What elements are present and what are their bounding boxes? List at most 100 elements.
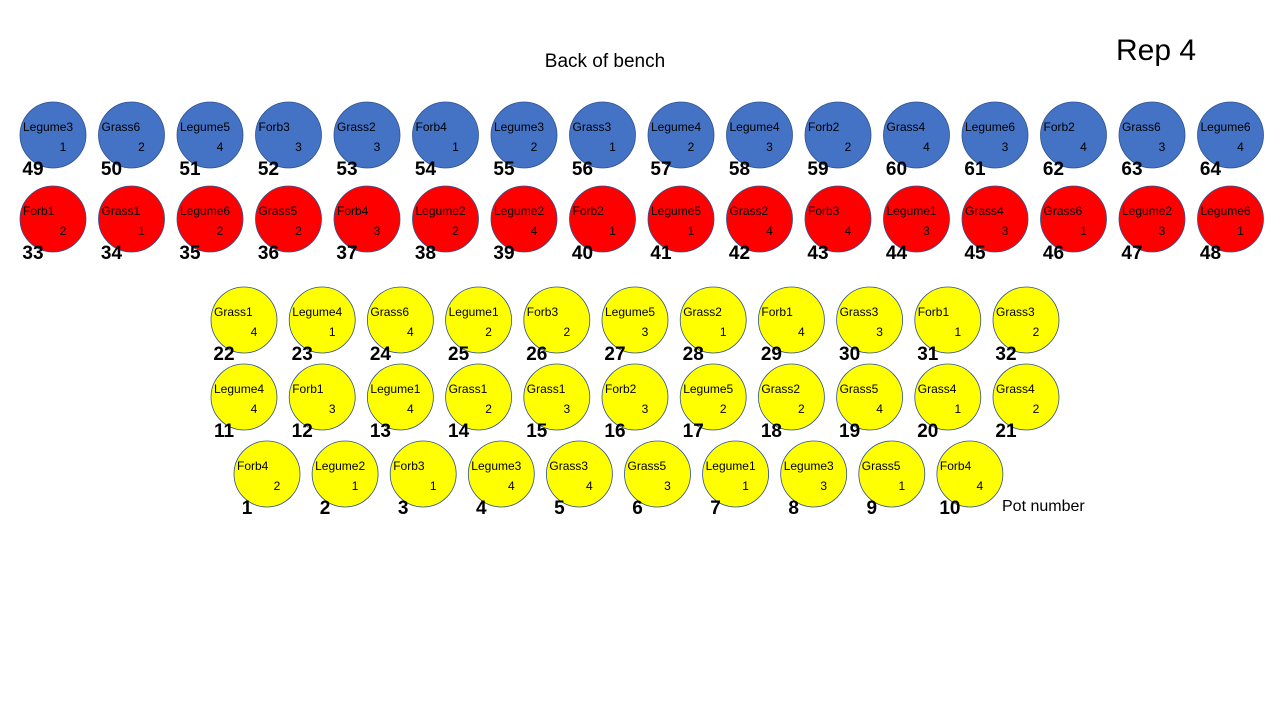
species-label: Grass1 bbox=[527, 382, 566, 396]
pot bbox=[836, 286, 903, 354]
species-label: Grass2 bbox=[761, 382, 800, 396]
rep-number: 4 bbox=[766, 224, 773, 238]
species-label: Legume3 bbox=[494, 120, 544, 134]
pot-number: 7 bbox=[710, 498, 721, 519]
pot bbox=[858, 440, 926, 508]
pot-number: 42 bbox=[729, 243, 750, 264]
species-label: Grass5 bbox=[259, 204, 298, 218]
pot-number: 59 bbox=[807, 159, 828, 180]
pot bbox=[19, 185, 87, 253]
rep-number: 1 bbox=[430, 479, 437, 493]
pot bbox=[546, 440, 613, 508]
rep-number: 1 bbox=[1080, 224, 1087, 238]
rep-number: 4 bbox=[508, 479, 515, 493]
species-label: Grass2 bbox=[337, 120, 376, 134]
pot bbox=[523, 363, 591, 431]
species-label: Legume1 bbox=[706, 459, 756, 473]
pot-number: 31 bbox=[917, 344, 939, 365]
rep-number: 3 bbox=[295, 140, 302, 154]
pot-number: 34 bbox=[101, 243, 123, 264]
pot-number: 46 bbox=[1043, 243, 1064, 264]
species-label: Legume3 bbox=[471, 459, 521, 473]
rep-number: 1 bbox=[609, 224, 616, 238]
species-label: Legume6 bbox=[1201, 120, 1251, 134]
species-label: Forb1 bbox=[761, 305, 793, 319]
rep-number: 2 bbox=[798, 402, 805, 416]
pot-number: 4 bbox=[476, 498, 487, 519]
species-label: Grass1 bbox=[214, 305, 253, 319]
pot bbox=[936, 440, 1004, 508]
rep-number: 1 bbox=[329, 325, 336, 339]
rep-number: 3 bbox=[1002, 224, 1009, 238]
pot bbox=[601, 286, 669, 354]
species-label: Forb1 bbox=[23, 204, 55, 218]
pot-number: 13 bbox=[370, 421, 391, 442]
pot bbox=[726, 185, 793, 253]
species-label: Forb4 bbox=[940, 459, 972, 473]
species-label: Grass5 bbox=[628, 459, 667, 473]
pot-number: 29 bbox=[761, 344, 782, 365]
rep-number: 3 bbox=[374, 224, 381, 238]
pot-number: 16 bbox=[604, 421, 625, 442]
pot-number: 2 bbox=[320, 498, 331, 519]
species-label: Legume6 bbox=[180, 204, 230, 218]
pot-number: 57 bbox=[650, 159, 671, 180]
pot bbox=[288, 363, 356, 431]
rep-number: 3 bbox=[563, 402, 570, 416]
rep-number: 3 bbox=[1002, 140, 1009, 154]
pot-number: 27 bbox=[604, 344, 625, 365]
rep-number: 2 bbox=[274, 479, 281, 493]
pot-number: 52 bbox=[258, 159, 279, 180]
pot bbox=[624, 440, 691, 508]
pot bbox=[647, 185, 715, 253]
species-label: Grass4 bbox=[887, 120, 926, 134]
pot-number: 22 bbox=[213, 344, 234, 365]
rep-number: 4 bbox=[923, 140, 930, 154]
rep-number: 2 bbox=[688, 140, 695, 154]
rep-number: 4 bbox=[798, 325, 805, 339]
pot-number: 30 bbox=[839, 344, 860, 365]
rep-number: 4 bbox=[876, 402, 883, 416]
pot bbox=[311, 440, 379, 508]
pot bbox=[412, 185, 479, 253]
pot-number: 54 bbox=[415, 159, 437, 180]
pot bbox=[883, 185, 950, 253]
rep-number: 2 bbox=[845, 140, 852, 154]
rep-number: 3 bbox=[820, 479, 827, 493]
pot-number: 17 bbox=[683, 421, 704, 442]
rep-number: 2 bbox=[485, 325, 492, 339]
pot-number: 38 bbox=[415, 243, 436, 264]
pot-number: 5 bbox=[554, 498, 565, 519]
pot-number-legend: Pot number bbox=[1002, 498, 1085, 515]
pot-number: 58 bbox=[729, 159, 750, 180]
species-label: Grass4 bbox=[965, 204, 1004, 218]
pot bbox=[333, 101, 401, 169]
rep-number: 3 bbox=[923, 224, 930, 238]
species-label: Legume1 bbox=[449, 305, 499, 319]
pot bbox=[210, 363, 278, 431]
rep-number: 3 bbox=[329, 402, 336, 416]
rep-number: 4 bbox=[251, 325, 258, 339]
pot bbox=[176, 101, 244, 169]
rep-title: Rep 4 bbox=[1116, 34, 1196, 67]
pot-number: 20 bbox=[917, 421, 938, 442]
pot bbox=[601, 363, 669, 431]
pot-number: 35 bbox=[179, 243, 201, 264]
pot bbox=[255, 101, 322, 169]
rep-number: 4 bbox=[1237, 140, 1244, 154]
pot-number: 41 bbox=[650, 243, 672, 264]
rep-number: 4 bbox=[977, 479, 984, 493]
rep-number: 4 bbox=[407, 325, 414, 339]
species-label: Grass4 bbox=[996, 382, 1035, 396]
pot bbox=[1040, 101, 1107, 169]
rep-number: 1 bbox=[352, 479, 359, 493]
rep-number: 1 bbox=[898, 479, 905, 493]
pot bbox=[467, 440, 535, 508]
pot-number: 14 bbox=[448, 421, 470, 442]
rep-number: 2 bbox=[1033, 402, 1040, 416]
species-label: Forb3 bbox=[808, 204, 840, 218]
pot-number: 23 bbox=[292, 344, 313, 365]
pot bbox=[758, 363, 825, 431]
pot-number: 47 bbox=[1121, 243, 1142, 264]
